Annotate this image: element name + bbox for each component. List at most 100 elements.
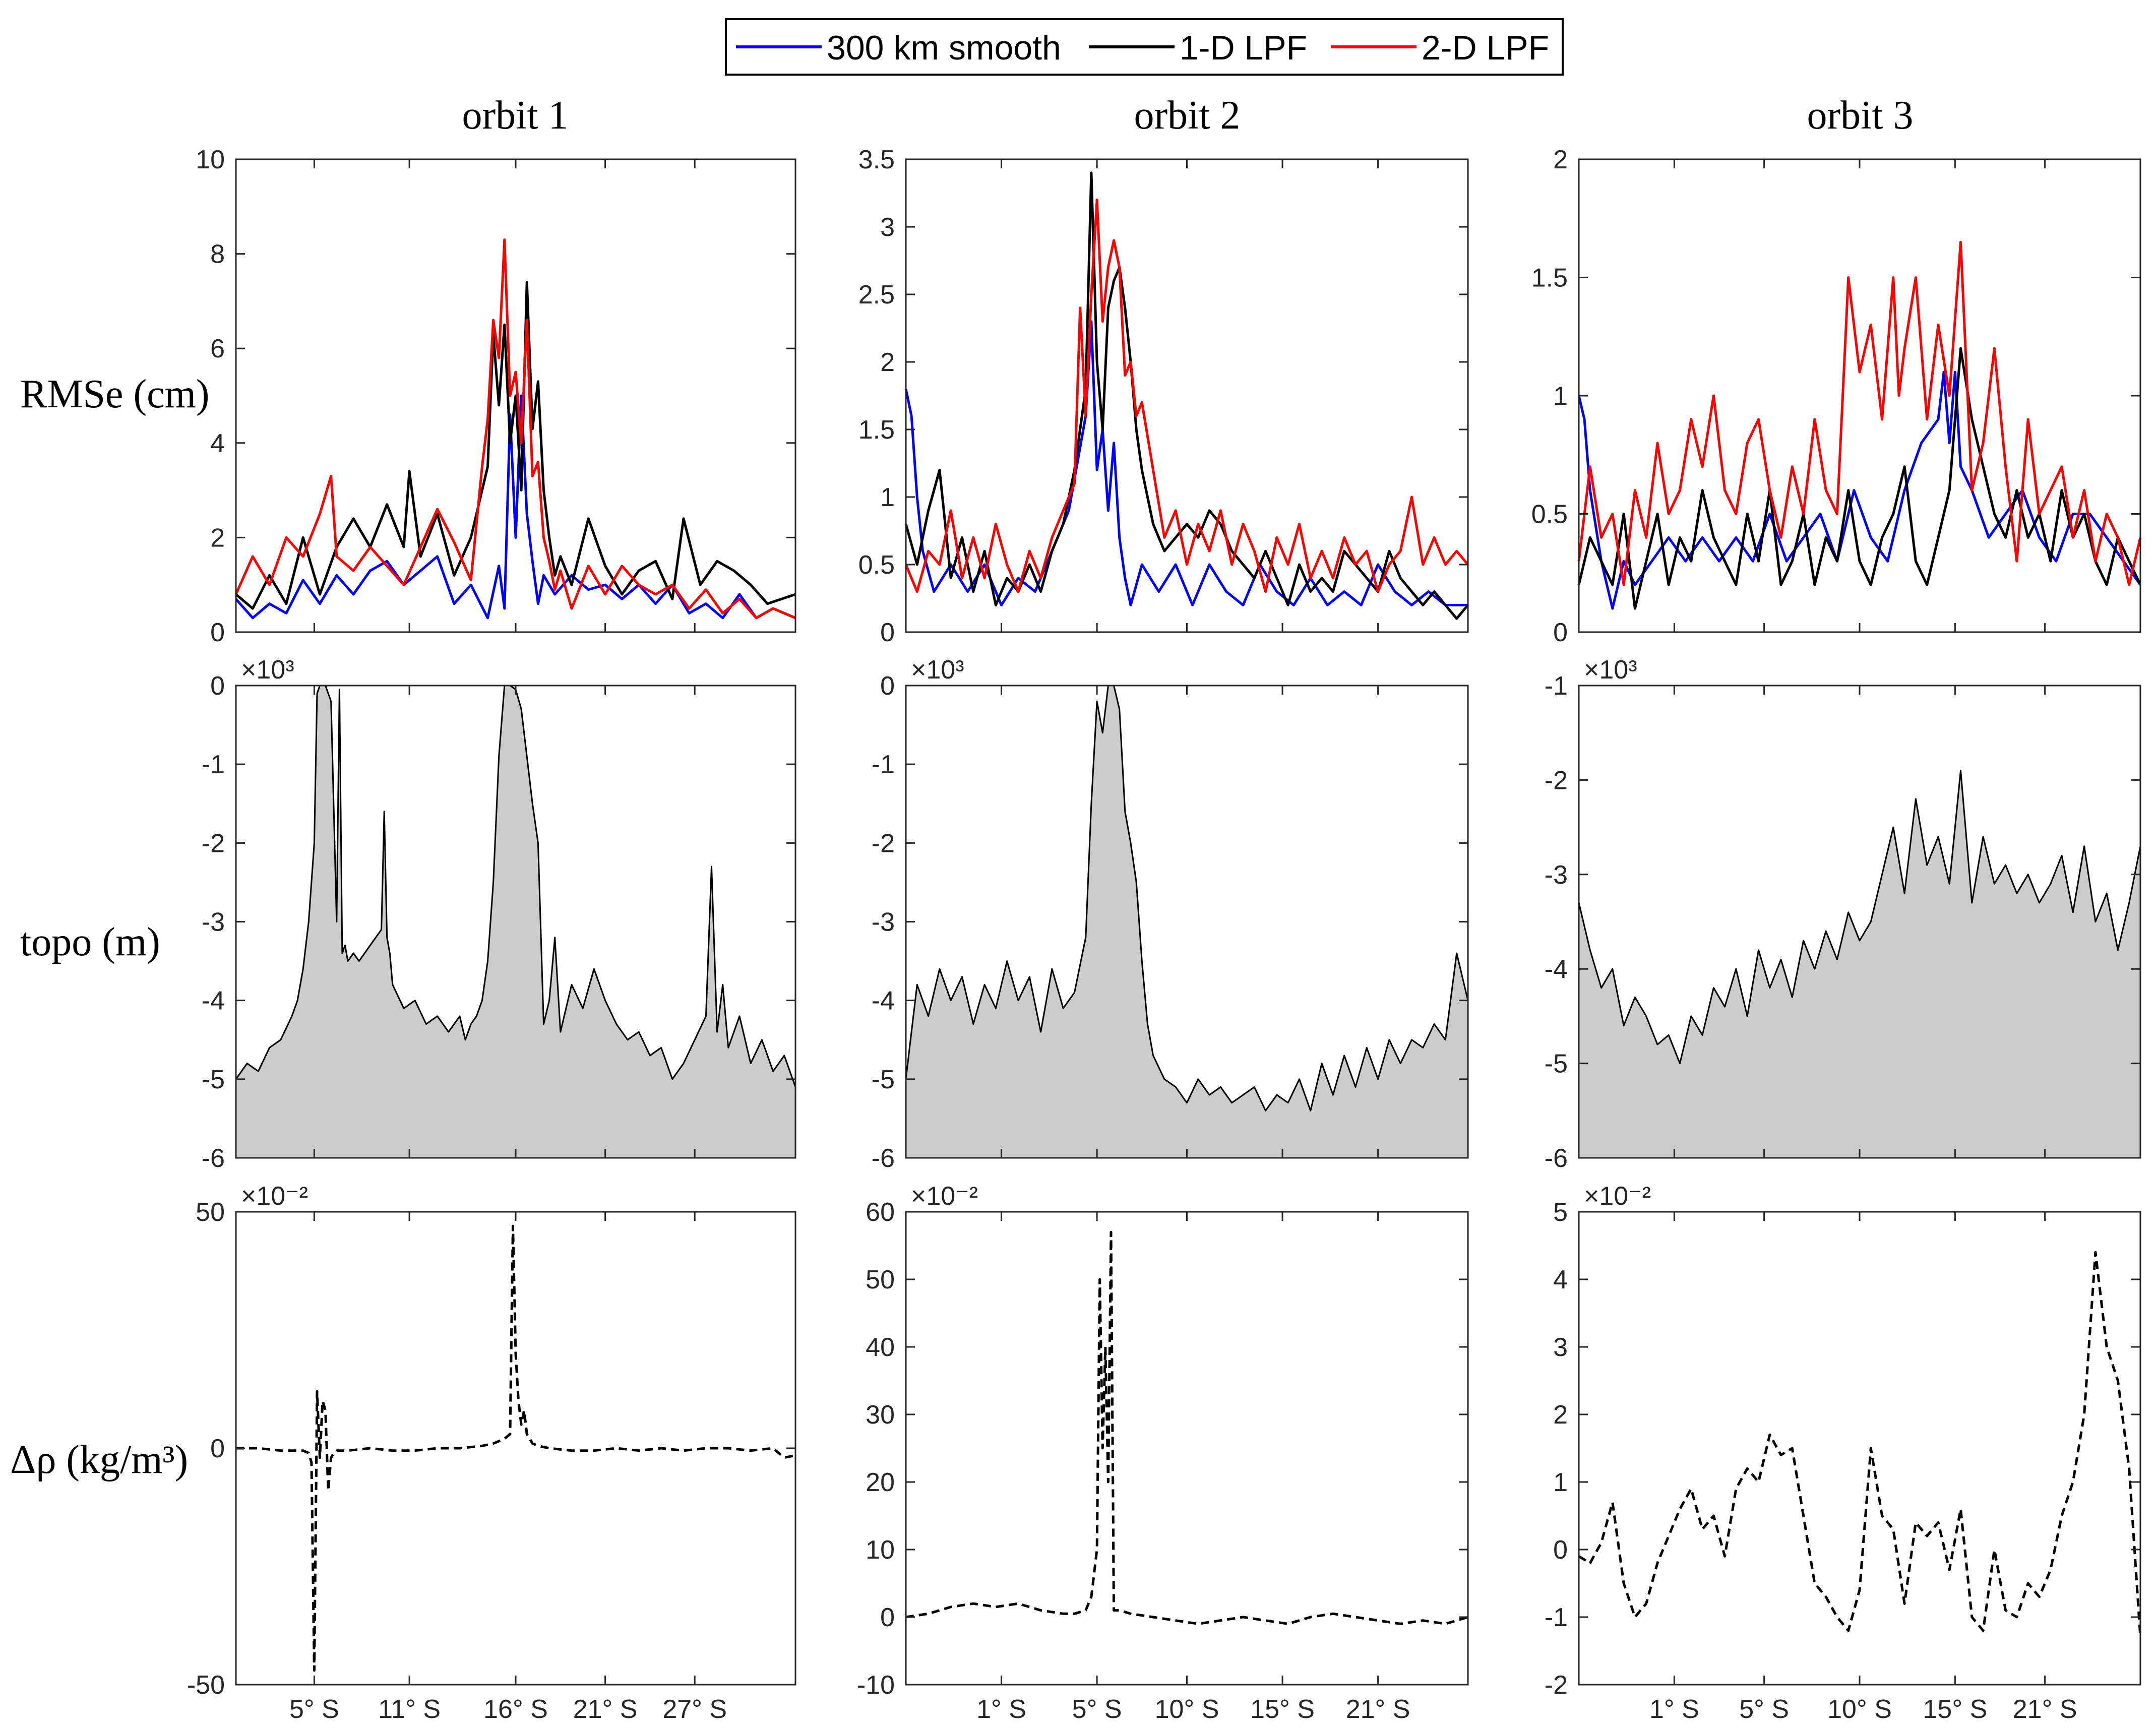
rmse-orbit1-series-line-2: [234, 238, 796, 620]
topo-orbit3-exponent-label: ×10³: [1584, 655, 1637, 685]
topo-orbit3-ytick-label: -4: [1545, 955, 1568, 984]
drho-orbit3-axes-box: [1578, 1211, 2141, 1686]
rmse-orbit1-series-line-1: [235, 281, 796, 610]
drho-orbit2-ytick-label: 30: [866, 1400, 895, 1430]
panel-drho-orbit-2: -10 0 10 20 30 40 50 60 1° S 5° S 10° S 15° S 21° S ×…: [857, 1182, 1469, 1724]
rmse-orbit2-ytick-label: 1: [880, 483, 895, 512]
row-label-drho: Δρ (kg/m³): [10, 1438, 188, 1482]
drho-orbit3-xtick-label: 5° S: [1739, 1695, 1789, 1724]
drho-orbit2-ytick-label: 20: [866, 1468, 895, 1497]
row-label-rmse: RMSe (cm): [20, 372, 210, 416]
panel-rmse-orbit-3: 0 0.5 1 1.5 2: [1531, 145, 2142, 647]
rmse-orbit3-series-line-2: [1577, 240, 2142, 586]
drho-orbit3-xtick-label: 1° S: [1649, 1695, 1699, 1724]
rmse-orbit2-ytick-label: 1.5: [858, 415, 895, 445]
topo-orbit1-axes-box: [235, 685, 796, 1159]
drho-orbit2-xtick-label: 1° S: [976, 1695, 1026, 1724]
legend-label-1d-lpf: 1-D LPF: [1180, 29, 1307, 67]
drho-orbit1-xtick-label: 11° S: [378, 1695, 441, 1724]
drho-orbit1-ytick-label: -50: [187, 1671, 225, 1700]
drho-orbit1-ytick-label: 50: [196, 1198, 225, 1227]
rmse-orbit3-ytick-label: 1: [1553, 382, 1568, 411]
rmse-orbit2-ytick-label: 0: [880, 618, 895, 647]
topo-orbit1-area-fill: [236, 686, 795, 1158]
rmse-orbit2-ytick-label: 3.5: [858, 145, 895, 174]
panel-topo-orbit-2: 0 -1 -2 -3 -4 -5 -6 ×10³: [872, 655, 1469, 1173]
rmse-orbit1-axes-box: [235, 158, 796, 633]
panel-drho-orbit-3: -2 -1 0 1 2 3 4 5 1° S 5° S 10° S 15° S 21° S ×10⁻²: [1545, 1182, 2142, 1724]
panel-drho-orbit-1: -50 0 50 5° S 11° S 16° S 21° S 27° S ×10⁻²: [187, 1182, 796, 1724]
topo-orbit3-axes-box: [1578, 685, 2141, 1159]
rmse-orbit2-series-line-1: [904, 171, 1469, 620]
rmse-orbit1-ytick-label: 2: [210, 523, 225, 552]
drho-orbit2-xtick-label: 21° S: [1346, 1695, 1410, 1724]
drho-orbit2-axes-box: [905, 1211, 1469, 1686]
topo-orbit3-ytick-label: -5: [1545, 1049, 1568, 1079]
legend-label-300km: 300 km smooth: [827, 29, 1061, 67]
drho-orbit3-xtick-label: 21° S: [2013, 1695, 2077, 1724]
topo-orbit2-ytick-label: -2: [872, 829, 895, 858]
rmse-orbit1-ytick-label: 10: [196, 145, 225, 174]
drho-orbit1-xtick-label: 16° S: [483, 1695, 548, 1724]
drho-orbit2-exponent-label: ×10⁻²: [911, 1182, 978, 1211]
drho-orbit3-ytick-label: -1: [1545, 1603, 1568, 1632]
drho-orbit2-series-line-0: [905, 1230, 1468, 1625]
rmse-orbit2-ytick-label: 3: [880, 213, 895, 242]
topo-orbit2-ytick-label: 0: [880, 671, 895, 701]
panel-topo-orbit-1: 0 -1 -2 -3 -4 -5 -6 ×10³: [202, 655, 796, 1173]
topo-orbit1-ytick-label: -4: [202, 986, 225, 1016]
drho-orbit2-xtick-label: 5° S: [1072, 1695, 1122, 1724]
topo-orbit2-ytick-label: -1: [872, 750, 895, 779]
drho-orbit1-xtick-label: 21° S: [573, 1695, 638, 1724]
drho-orbit3-series-line-0: [1578, 1251, 2142, 1638]
drho-orbit1-xtick-label: 27° S: [662, 1695, 727, 1724]
rmse-orbit3-axes-box: [1578, 158, 2141, 633]
drho-orbit1-exponent-label: ×10⁻²: [241, 1182, 308, 1211]
topo-orbit1-exponent-label: ×10³: [241, 655, 294, 685]
drho-orbit2-xtick-label: 10° S: [1155, 1695, 1219, 1724]
rmse-orbit3-ytick-label: 0.5: [1531, 500, 1568, 529]
topo-orbit3-area-fill: [1579, 770, 2140, 1158]
legend-label-2d-lpf: 2-D LPF: [1422, 29, 1549, 67]
drho-orbit1-xtick-label: 5° S: [289, 1695, 339, 1724]
topo-orbit2-ytick-label: -5: [872, 1065, 895, 1094]
topo-orbit1-ytick-label: -6: [202, 1144, 225, 1173]
drho-orbit3-xtick-label: 15° S: [1923, 1695, 1987, 1724]
topo-orbit1-ytick-label: 0: [210, 671, 225, 701]
column-title-orbit-1: orbit 1: [462, 93, 568, 138]
rmse-orbit3-series-line-1: [1577, 347, 2142, 610]
drho-orbit2-ytick-label: -10: [857, 1671, 895, 1700]
rmse-orbit1-series-line-0: [235, 394, 796, 620]
rmse-orbit2-ytick-label: 2: [880, 348, 895, 377]
drho-orbit3-ytick-label: -2: [1545, 1671, 1568, 1700]
topo-orbit1-ytick-label: -5: [202, 1065, 225, 1094]
topo-orbit2-ytick-label: -3: [872, 908, 895, 937]
drho-orbit2-ytick-label: 10: [866, 1535, 895, 1565]
rmse-orbit2-ytick-label: 0.5: [858, 550, 895, 580]
topo-orbit2-exponent-label: ×10³: [911, 655, 964, 685]
rmse-orbit3-ytick-label: 1.5: [1531, 264, 1568, 293]
topo-orbit3-ytick-label: -6: [1545, 1144, 1568, 1173]
drho-orbit2-xtick-label: 15° S: [1250, 1695, 1315, 1724]
rmse-orbit2-ytick-label: 2.5: [858, 280, 895, 310]
drho-orbit3-ytick-label: 0: [1553, 1535, 1568, 1565]
drho-orbit2-ytick-label: 50: [866, 1265, 895, 1294]
rmse-orbit1-ytick-label: 6: [210, 334, 225, 363]
topo-orbit1-ytick-label: -1: [202, 750, 225, 779]
drho-orbit1-axes-box: [235, 1211, 796, 1686]
rmse-orbit1-ytick-label: 4: [210, 429, 225, 458]
column-title-orbit-3: orbit 3: [1807, 93, 1913, 138]
panel-rmse-orbit-1: 0 2 4 6 8 10: [196, 145, 796, 647]
topo-orbit2-ytick-label: -6: [872, 1144, 895, 1173]
panel-rmse-orbit-2: 0 0.5 1 1.5 2 2.5 3 3.5: [858, 145, 1469, 647]
topo-orbit1-series-line-0: [235, 685, 796, 1087]
drho-orbit1-ytick-label: 0: [210, 1434, 225, 1463]
topo-orbit2-area-fill: [906, 686, 1468, 1158]
rmse-orbit3-ytick-label: 0: [1553, 618, 1568, 647]
rmse-orbit2-series-line-2: [904, 198, 1469, 593]
topo-orbit2-series-line-0: [905, 685, 1469, 1112]
topo-orbit3-series-line-0: [1578, 770, 2141, 1065]
topo-orbit2-axes-box: [905, 685, 1469, 1159]
panel-topo-orbit-3: -1 -2 -3 -4 -5 -6 ×10³: [1545, 655, 2141, 1173]
